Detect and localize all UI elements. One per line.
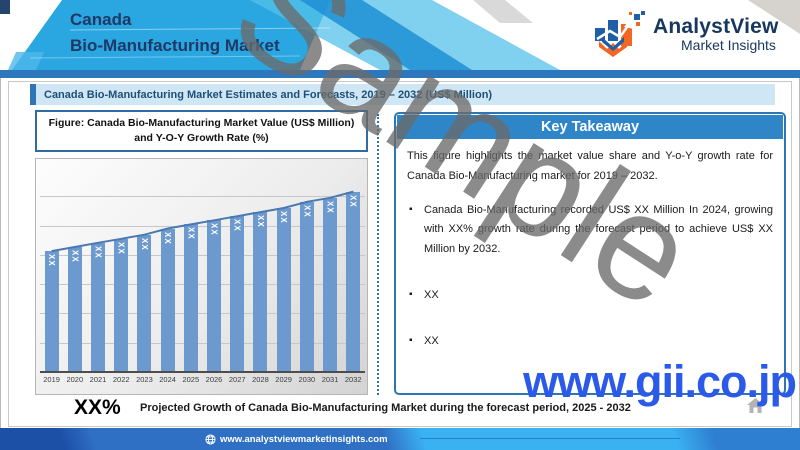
logo-name: AnalystView bbox=[653, 15, 779, 38]
bar-2021: XX bbox=[91, 242, 105, 372]
x-tick-2028: 2028 bbox=[252, 375, 269, 384]
footer-decor-line bbox=[420, 438, 680, 439]
x-tick-2030: 2030 bbox=[298, 375, 316, 384]
key-takeaway-bullet: XX bbox=[407, 286, 773, 306]
bar-value-label: XX bbox=[302, 204, 312, 218]
analystview-logo: AnalystView Market Insights bbox=[594, 11, 779, 57]
x-tick-2029: 2029 bbox=[275, 375, 292, 384]
x-tick-2031: 2031 bbox=[321, 375, 339, 384]
growth-percentage: XX% bbox=[74, 396, 121, 419]
bar-2030: XX bbox=[299, 201, 314, 372]
gridline bbox=[40, 342, 365, 344]
vertical-dotted-divider bbox=[377, 114, 379, 395]
bar-value-label: XX bbox=[186, 227, 196, 241]
key-takeaway-body: This figure highlights the market value … bbox=[396, 140, 784, 352]
header-decor-shapes bbox=[0, 0, 800, 70]
bar-2023: XX bbox=[137, 234, 152, 372]
x-axis-labels: 2019 2020 2021 2022 2023 2024 2025 2026 2027 2028… bbox=[40, 375, 365, 384]
bar-value-label: XX bbox=[209, 223, 219, 236]
figure-title-line2: and Y-O-Y Growth Rate (%) bbox=[134, 132, 269, 144]
page-title-line2: Bio-Manufacturing Market bbox=[70, 36, 280, 56]
gridline bbox=[40, 284, 365, 286]
x-axis-line bbox=[40, 371, 365, 373]
bar-value-label: XX bbox=[116, 241, 126, 255]
bar-2022: XX bbox=[114, 238, 129, 372]
bar-value-label: XX bbox=[139, 237, 149, 251]
bar-2031: XX bbox=[323, 197, 338, 372]
bar-2028: XX bbox=[253, 212, 268, 372]
report-subtitle: Canada Bio-Manufacturing Market Estimate… bbox=[44, 88, 493, 101]
home-icon[interactable] bbox=[747, 398, 764, 413]
footer-url-link[interactable]: www.analystviewmarketinsights.com bbox=[205, 428, 388, 450]
page-title-line1: Canada bbox=[70, 10, 132, 29]
chart-plot: XX XX XX XX XX XX XX XX XX XX XX XX XX XX bbox=[40, 167, 365, 373]
key-takeaway-header: Key Takeaway bbox=[397, 115, 783, 139]
header-divider-bar bbox=[0, 70, 800, 78]
x-tick-2027: 2027 bbox=[228, 375, 246, 384]
bar-value-label: XX bbox=[163, 231, 173, 245]
key-takeaway-panel: Key Takeaway This figure highlights the … bbox=[394, 112, 786, 395]
x-tick-2020: 2020 bbox=[66, 375, 84, 384]
x-tick-2023: 2023 bbox=[136, 375, 153, 384]
figure-title-box: Figure: Canada Bio-Manufacturing Market … bbox=[35, 110, 368, 152]
bar-2029: XX bbox=[276, 208, 291, 372]
x-tick-2021: 2021 bbox=[89, 375, 107, 384]
bar-2025: XX bbox=[183, 224, 198, 372]
gridline bbox=[40, 254, 365, 256]
bar-value-label: XX bbox=[325, 200, 335, 214]
gridline bbox=[40, 313, 365, 315]
x-tick-2026: 2026 bbox=[205, 375, 223, 384]
analystview-logo-text: AnalystView Market Insights bbox=[653, 15, 779, 53]
logo-tagline: Market Insights bbox=[681, 37, 776, 53]
header: Canada Bio-Manufacturing Market AnalystV… bbox=[0, 0, 800, 70]
bar-value-label: XX bbox=[70, 249, 80, 263]
bar-value-label: XX bbox=[348, 194, 358, 208]
x-tick-2019: 2019 bbox=[43, 375, 60, 384]
x-tick-2024: 2024 bbox=[159, 375, 176, 384]
gii-watermark-link[interactable]: www.gii.co.jp bbox=[523, 356, 797, 407]
x-tick-2025: 2025 bbox=[182, 375, 200, 384]
report-subtitle-bar: Canada Bio-Manufacturing Market Estimate… bbox=[30, 84, 775, 105]
bar-value-label: XX bbox=[232, 219, 242, 232]
chart-bars: XX XX XX XX XX XX XX XX XX XX XX XX XX XX bbox=[40, 167, 365, 372]
footer: www.analystviewmarketinsights.com bbox=[0, 428, 800, 450]
key-takeaway-bullet: XX bbox=[407, 332, 773, 352]
bar-value-label: XX bbox=[279, 211, 289, 224]
bar-2024: XX bbox=[160, 228, 175, 372]
bar-2020: XX bbox=[67, 246, 82, 372]
x-tick-2022: 2022 bbox=[112, 375, 130, 384]
figure-title-line1: Figure: Canada Bio-Manufacturing Market … bbox=[48, 116, 355, 129]
key-takeaway-bullet: Canada Bio-Manufacturing recorded US$ XX… bbox=[407, 201, 773, 260]
bar-2026: XX bbox=[207, 220, 222, 372]
key-takeaway-bullets: Canada Bio-Manufacturing recorded US$ XX… bbox=[407, 201, 773, 352]
globe-icon bbox=[205, 433, 216, 445]
bar-value-label: XX bbox=[93, 245, 103, 259]
bar-2032: XX bbox=[346, 191, 361, 372]
growth-caption: Projected Growth of Canada Bio-Manufactu… bbox=[140, 402, 631, 414]
page-title: Canada Bio-Manufacturing Market bbox=[70, 7, 280, 60]
bar-2027: XX bbox=[230, 216, 245, 372]
market-value-chart: XX XX XX XX XX XX XX XX XX XX XX XX XX XX 2019 2020 202… bbox=[35, 158, 368, 395]
x-tick-2032: 2032 bbox=[344, 375, 362, 384]
bar-value-label: XX bbox=[47, 254, 57, 267]
footer-url-text: www.analystviewmarketinsights.com bbox=[220, 433, 388, 445]
analystview-logo-icon bbox=[595, 11, 645, 57]
bar-value-label: XX bbox=[255, 215, 265, 228]
key-takeaway-intro: This figure highlights the market value … bbox=[407, 150, 773, 182]
bar-2019: XX bbox=[44, 251, 59, 372]
